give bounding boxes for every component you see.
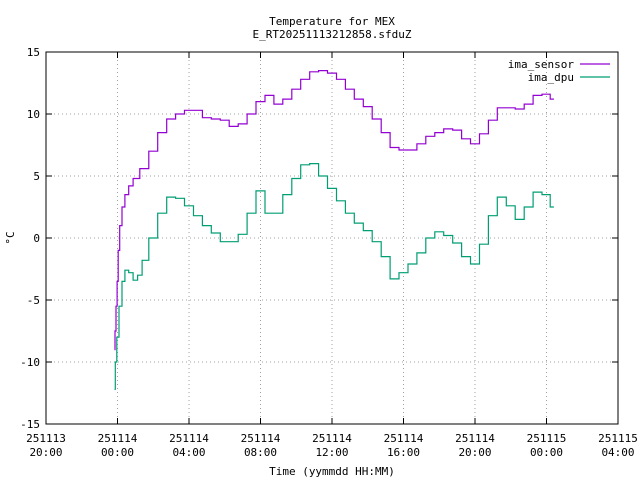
x-tick-label: 251114: [312, 432, 352, 445]
legend-label: ima_sensor: [508, 58, 575, 71]
x-axis-label: Time (yymmdd HH:MM): [269, 465, 395, 478]
x-tick-label: 251114: [241, 432, 281, 445]
y-tick-label: 10: [27, 108, 40, 121]
legend-label: ima_dpu: [528, 71, 574, 84]
x-tick-label: 251114: [384, 432, 424, 445]
series-line-ima-sensor: [114, 70, 554, 351]
chart-title: Temperature for MEX: [269, 15, 395, 28]
series-line-ima-dpu: [114, 163, 554, 390]
x-tick-label: 251114: [98, 432, 138, 445]
chart-subtitle: E_RT20251113212858.sfduZ: [253, 28, 412, 41]
x-tick-label: 251115: [598, 432, 638, 445]
x-tick-label: 04:00: [601, 446, 634, 459]
grid-lines: [46, 52, 618, 424]
y-tick-label: 5: [33, 170, 40, 183]
x-tick-label: 00:00: [101, 446, 134, 459]
x-tick-label: 251114: [169, 432, 209, 445]
x-tick-label: 12:00: [315, 446, 348, 459]
y-axis-ticks: -15 -10 -5 0 5 10 15: [20, 46, 618, 431]
y-tick-label: 15: [27, 46, 40, 59]
y-tick-label: -15: [20, 418, 40, 431]
x-tick-label: 00:00: [530, 446, 563, 459]
x-tick-label: 20:00: [29, 446, 62, 459]
y-tick-label: -10: [20, 356, 40, 369]
x-tick-label: 08:00: [244, 446, 277, 459]
y-tick-label: 0: [33, 232, 40, 245]
x-tick-label: 251115: [527, 432, 567, 445]
x-tick-label: 251114: [455, 432, 495, 445]
x-tick-label: 20:00: [458, 446, 491, 459]
x-tick-label: 16:00: [387, 446, 420, 459]
y-axis-label: °C: [4, 231, 17, 244]
series-lines: [114, 70, 554, 390]
x-axis-ticks: 25111320:0025111400:0025111404:002511140…: [26, 52, 638, 459]
y-tick-label: -5: [27, 294, 40, 307]
x-tick-label: 251113: [26, 432, 66, 445]
x-tick-label: 04:00: [172, 446, 205, 459]
